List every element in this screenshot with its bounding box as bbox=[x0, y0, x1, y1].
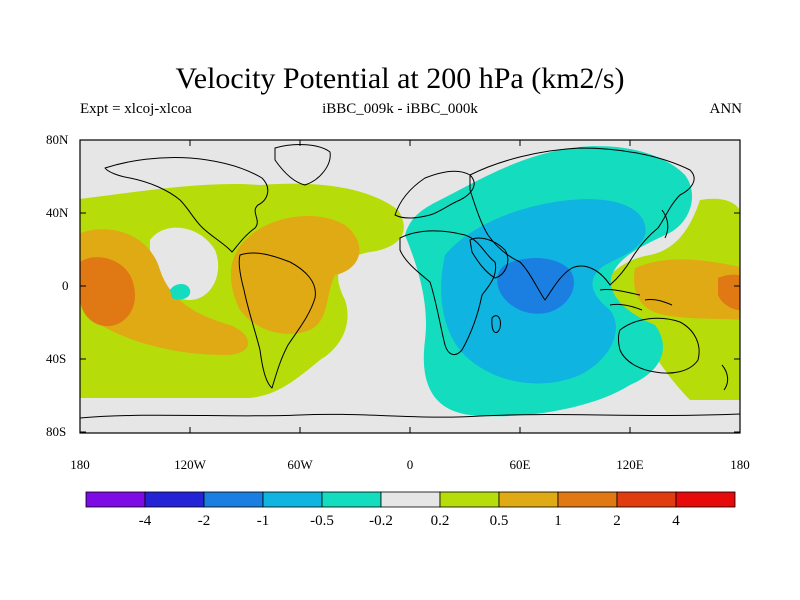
lat-tick-80n: 80N bbox=[46, 132, 69, 147]
experiment-label: Expt = xlcoj-xlcoa bbox=[80, 101, 192, 117]
colorbar-swatch bbox=[144, 491, 205, 508]
coastline-asia bbox=[469, 147, 695, 301]
lon-tick-0: 0 bbox=[406, 457, 414, 472]
coastline-antarctica bbox=[80, 413, 740, 419]
plot-title: Velocity Potential at 200 hPa (km2/s) bbox=[175, 62, 625, 95]
colorbar-swatch bbox=[439, 491, 500, 508]
coastline-greenland bbox=[274, 144, 331, 186]
colorbar-swatch bbox=[380, 491, 441, 508]
coastline-africa bbox=[399, 230, 497, 356]
coastline-south-america bbox=[238, 252, 316, 389]
colorbar-swatch bbox=[85, 491, 146, 508]
colorbar-swatch bbox=[321, 491, 382, 508]
season-label: ANN bbox=[709, 101, 743, 117]
lon-tick-60w: 60W bbox=[287, 457, 313, 472]
lon-tick-180-west: 180 bbox=[70, 457, 90, 472]
colorbar-label: -1 bbox=[256, 513, 270, 529]
positive-field-east-core bbox=[634, 259, 740, 320]
coastline-arabia bbox=[469, 237, 509, 279]
positive-field-atlantic-notch bbox=[149, 227, 219, 300]
colorbar-swatch bbox=[557, 491, 618, 508]
colorbar bbox=[85, 491, 736, 508]
positive-field-americas-core bbox=[230, 216, 360, 334]
difference-label: iBBC_009k - iBBC_000k bbox=[322, 101, 478, 117]
lon-tick-180-east: 180 bbox=[730, 457, 750, 472]
axis-ticks bbox=[80, 139, 740, 433]
lat-tick-40s: 40S bbox=[46, 351, 67, 366]
colorbar-swatch bbox=[203, 491, 264, 508]
lat-tick-40n: 40N bbox=[46, 205, 69, 220]
positive-field-east-max bbox=[718, 274, 740, 311]
lon-tick-120w: 120W bbox=[174, 457, 206, 472]
positive-field-pacific-max bbox=[80, 257, 135, 327]
negative-field-atlantic-patch bbox=[170, 284, 191, 300]
colorbar-swatch bbox=[262, 491, 323, 508]
colorbar-label: -0.2 bbox=[369, 513, 393, 529]
contour-fields bbox=[80, 146, 740, 417]
colorbar-swatch bbox=[675, 491, 736, 508]
coastline-madagascar bbox=[491, 315, 501, 334]
colorbar-label: 1 bbox=[554, 513, 562, 529]
colorbar-label: 2 bbox=[613, 513, 621, 529]
colorbar-label: -2 bbox=[197, 513, 211, 529]
colorbar-label: -4 bbox=[138, 513, 152, 529]
coastline-new-zealand bbox=[721, 364, 729, 391]
negative-field-core bbox=[497, 258, 574, 314]
lat-tick-0: 0 bbox=[62, 278, 69, 293]
colorbar-label: 0.2 bbox=[430, 513, 450, 529]
colorbar-swatch bbox=[498, 491, 559, 508]
positive-field-west-core bbox=[80, 229, 249, 355]
coastline-australia bbox=[618, 317, 700, 374]
coastlines bbox=[80, 144, 740, 419]
coastline-indonesia bbox=[599, 289, 673, 311]
coastline-europe bbox=[394, 170, 475, 219]
coastline-japan bbox=[661, 209, 669, 239]
colorbar-label: 0.5 bbox=[489, 513, 509, 529]
coastline-north-america bbox=[104, 157, 269, 253]
lat-tick-80s: 80S bbox=[46, 424, 67, 439]
colorbar-swatch bbox=[616, 491, 677, 508]
colorbar-label: -0.5 bbox=[310, 513, 334, 529]
colorbar-label: 4 bbox=[672, 513, 680, 529]
lon-tick-60e: 60E bbox=[509, 457, 531, 472]
lon-tick-120e: 120E bbox=[616, 457, 644, 472]
